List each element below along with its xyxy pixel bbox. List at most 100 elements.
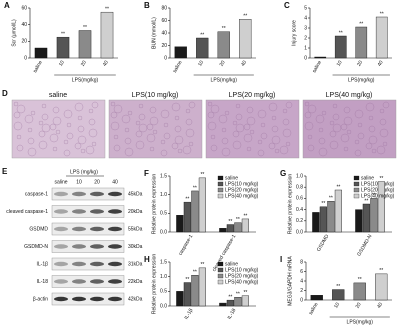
tissue-texture [379,128,389,138]
tissue-texture [268,142,276,150]
tissue-texture [304,101,310,107]
tissue-texture [318,147,328,157]
blot-strip [51,187,125,201]
bar [191,190,199,233]
tissue-texture [207,101,213,107]
tissue-texture [329,120,335,126]
tissue-texture [232,140,242,150]
significance: ** [193,270,197,276]
y-tick-label: 0.4 [296,207,303,213]
tissue-texture [354,139,360,145]
tissue-texture [282,128,292,138]
bar [377,181,385,233]
tissue-texture [149,146,155,152]
legend-swatch [217,187,224,193]
panel-letter: E [2,167,8,176]
y-tick-label: 5 [304,5,307,11]
bar [241,295,249,307]
size-label: 45kDa [128,191,143,197]
tissue-texture [188,101,196,109]
x-tick-label: 40 [240,59,248,67]
tissue-texture [257,109,267,119]
significance: ** [336,284,340,290]
tissue-texture [257,149,265,157]
tissue-texture [332,113,340,121]
tissue-texture [135,140,145,150]
bar [100,11,114,59]
tissue-texture [185,128,195,138]
blot-strip [51,292,125,306]
y-tick-label: 8 [300,259,303,265]
tissue-texture [38,130,46,138]
image-label: LPS(40 mg/kg) [326,92,373,99]
blot-band [72,191,86,197]
tissue-texture [282,118,290,126]
blot-band [108,244,122,249]
tissue-texture [274,148,280,154]
tissue-texture [246,106,254,114]
tissue-texture [318,127,324,133]
x-tick-label: GSDMD-N [356,233,373,257]
protein-label: cleaved caspase-1 [6,209,48,215]
blot-band [90,244,104,249]
y-tick-label: 1.0 [296,173,303,179]
bar [314,56,327,59]
tissue-texture [138,123,148,133]
tissue-texture [218,114,228,124]
tissue-texture [304,111,312,119]
significance: ** [61,31,65,37]
protein-label: caspase-1 [25,191,48,197]
tissue-texture [188,141,194,147]
protein-label: GSDMD [29,226,48,232]
blot-band [108,209,122,214]
tissue-texture [110,101,116,107]
tissue-texture [307,134,313,140]
tissue-texture [171,142,179,150]
x-tick-label: 10 [58,59,66,67]
tissue-texture [354,109,364,119]
tissue-texture [13,101,19,107]
y-tick-label: 1.5 [160,173,167,179]
tissue-texture [376,145,386,155]
tissue-texture [232,130,240,138]
y-tick-label: 6 [300,269,303,275]
bar [226,299,234,307]
y-axis-label: Scr (μmol/L) [11,19,17,47]
lane-label: 40 [112,179,118,185]
tissue-texture [343,116,353,126]
x-tick-label: 20 [356,59,364,67]
bar [198,267,206,307]
significance: ** [380,11,384,17]
protein-label: IL-18 [37,279,49,285]
x-tick-label: caspase-1 [178,233,195,256]
tissue-texture [271,125,279,133]
tissue-texture [365,142,373,150]
tissue-texture [232,120,238,126]
tissue-texture [357,132,365,140]
tissue-texture [41,113,49,121]
bar [198,177,206,233]
tissue-texture [80,148,86,154]
significance: ** [236,292,240,298]
tissue-texture [260,122,266,128]
y-tick-label: 0.2 [296,218,303,224]
tissue-texture [149,116,159,126]
tissue-texture [91,141,97,147]
tissue-texture [307,144,315,152]
tissue-texture [321,110,327,116]
y-axis-label: MEG3/GAPDH mRNA [287,256,293,306]
legend-label: saline [225,175,238,181]
legend-swatch [217,273,224,279]
blot-band [108,226,122,232]
bar [183,201,191,233]
legend-swatch [353,175,360,181]
tissue-texture [185,118,193,126]
significance: ** [105,6,109,12]
tissue-texture [121,114,131,124]
tissue-texture [171,102,181,112]
tissue-texture [160,149,168,157]
y-tick-label: 2 [300,288,303,294]
tissue-texture [52,116,62,126]
tissue-texture [235,123,245,133]
bar [353,282,366,301]
